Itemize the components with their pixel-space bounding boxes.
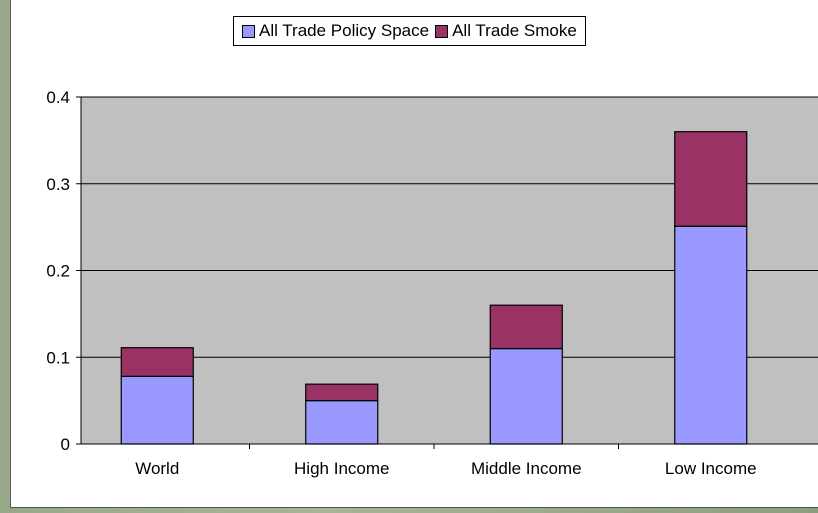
x-tick-label-1: High Income (294, 459, 389, 478)
bar-policy-space-2 (489, 347, 563, 445)
x-tick-label-0: World (135, 459, 179, 478)
bar-policy-space-3 (674, 225, 748, 445)
y-tick-label-3: 0.3 (46, 175, 70, 194)
legend-label-series-1: All Trade Policy Space (259, 21, 430, 40)
chart-legend: All Trade Policy Space All Trade Smoke (233, 16, 586, 46)
legend-label-series-2: All Trade Smoke (452, 21, 577, 40)
x-tick-label-2: Middle Income (471, 459, 582, 478)
y-tick-label-4: 0.4 (46, 88, 70, 107)
y-tick-label-0: 0 (61, 435, 70, 454)
legend-swatch-series-2 (435, 24, 449, 38)
legend-item-series-2: All Trade Smoke (435, 21, 577, 41)
chart-area: All Trade Policy Space All Trade Smoke 0… (10, 0, 818, 508)
bar-policy-space-0 (120, 375, 194, 445)
legend-swatch-series-1 (242, 24, 255, 38)
chart-svg: 0 0.1 0.2 0.3 0.4 World High Income Middle Inco… (46, 88, 818, 478)
bar-smoke-2 (489, 304, 563, 350)
bar-smoke-0 (120, 347, 194, 377)
bar-smoke-1 (305, 383, 379, 402)
bar-policy-space-1 (305, 400, 379, 445)
y-tick-label-2: 0.2 (46, 262, 70, 281)
legend-item-series-1: All Trade Policy Space (242, 21, 429, 41)
bar-smoke-3 (674, 131, 748, 227)
y-tick-label-1: 0.1 (46, 348, 70, 367)
x-tick-label-3: Low Income (665, 459, 757, 478)
